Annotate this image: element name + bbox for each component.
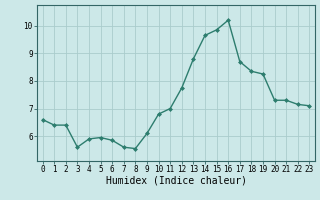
X-axis label: Humidex (Indice chaleur): Humidex (Indice chaleur) [106,176,246,186]
